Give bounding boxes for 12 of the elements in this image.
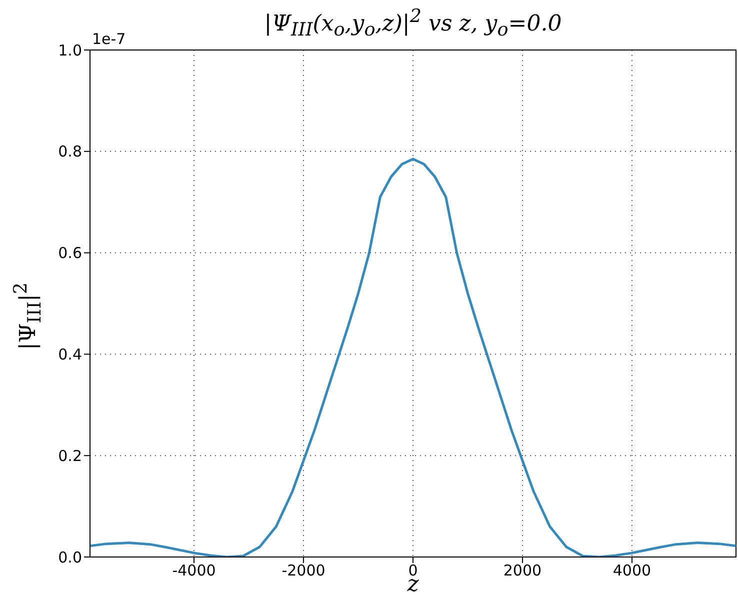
- text: 1e-7: [92, 30, 126, 48]
- y-tick-label: 0.4: [58, 346, 82, 364]
- y-tick-label: 0.8: [58, 142, 82, 161]
- y-tick-label: 0.0: [58, 548, 82, 566]
- y-tick-label: 1.0: [58, 41, 82, 60]
- x-tick-label: 4000: [612, 562, 652, 580]
- y-tick-label: 0.2: [58, 446, 82, 465]
- y-tick-label: 0.6: [58, 244, 82, 262]
- x-tick-label: -2000: [282, 562, 326, 580]
- x-tick-label: 2000: [503, 562, 542, 580]
- chart-title: |Ψ$_{III}$(x$_{o}$,y$_{o}$,z)|$^{2}$ vs z, y$_{o}$=0.0: [264, 6, 562, 41]
- x-tick-label: -4000: [172, 562, 216, 580]
